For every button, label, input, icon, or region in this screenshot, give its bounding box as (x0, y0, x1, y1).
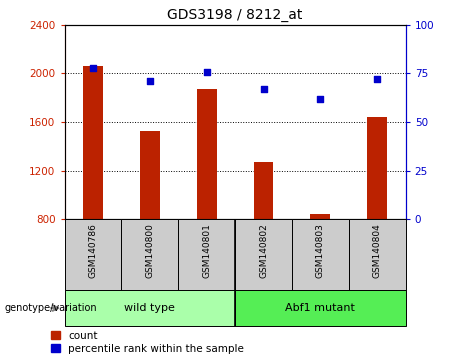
Bar (235, 219, 292, 290)
Text: GSM140801: GSM140801 (202, 223, 211, 278)
Text: GSM140804: GSM140804 (373, 223, 382, 278)
Text: GSM140786: GSM140786 (89, 223, 97, 278)
Point (203, 69, 210, 74)
Point (89, 65, 97, 70)
Bar (197, 89, 217, 219)
Text: genotype/variation: genotype/variation (5, 303, 97, 313)
Bar (83, 66, 103, 219)
Text: GSM140800: GSM140800 (145, 223, 154, 278)
Bar (367, 117, 387, 219)
Bar (292, 219, 349, 290)
Bar (349, 219, 406, 290)
Text: GSM140802: GSM140802 (259, 223, 268, 278)
Point (146, 78, 154, 84)
Text: Abf1 mutant: Abf1 mutant (285, 303, 355, 313)
Bar (140, 131, 160, 219)
Point (373, 76, 381, 82)
Text: GSM140803: GSM140803 (316, 223, 325, 278)
Legend: count, percentile rank within the sample: count, percentile rank within the sample (51, 331, 244, 354)
Bar (65, 290, 235, 326)
Bar (254, 162, 273, 219)
Bar (121, 219, 178, 290)
Point (317, 96, 324, 102)
Point (260, 86, 267, 92)
Bar (65, 219, 121, 290)
Title: GDS3198 / 8212_at: GDS3198 / 8212_at (167, 8, 303, 22)
Bar (235, 290, 406, 326)
Bar (178, 219, 235, 290)
Text: wild type: wild type (124, 303, 175, 313)
Bar (310, 214, 331, 219)
